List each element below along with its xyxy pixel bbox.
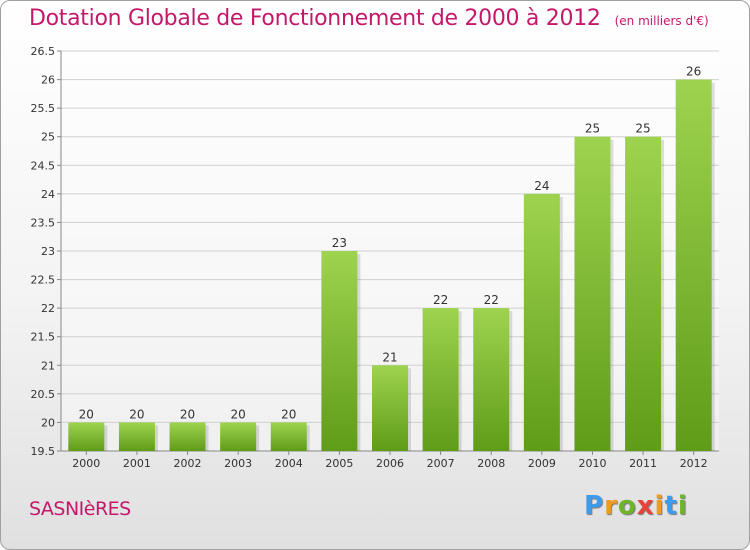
y-tick-label: 23.5 bbox=[31, 216, 56, 229]
data-label: 22 bbox=[484, 293, 499, 307]
logo-letter: o bbox=[617, 491, 637, 521]
x-tick-label: 2007 bbox=[427, 457, 455, 470]
y-tick-label: 24 bbox=[41, 188, 55, 201]
y-tick-label: 26.5 bbox=[31, 45, 56, 58]
x-tick-label: 2011 bbox=[629, 457, 657, 470]
x-tick-label: 2010 bbox=[578, 457, 606, 470]
chart-title-text: Dotation Globale de Fonctionnement de 20… bbox=[29, 6, 601, 31]
bar-2010 bbox=[574, 136, 611, 451]
data-label: 22 bbox=[433, 293, 448, 307]
y-tick-label: 19.5 bbox=[31, 445, 56, 458]
data-label: 24 bbox=[534, 179, 549, 193]
y-tick-label: 20 bbox=[41, 416, 55, 429]
data-label: 23 bbox=[332, 236, 347, 250]
bar-2011 bbox=[625, 136, 662, 451]
town-name: SASNIèRES bbox=[29, 498, 131, 520]
data-label: 20 bbox=[129, 407, 144, 421]
data-label: 21 bbox=[382, 350, 397, 364]
bars bbox=[68, 79, 715, 452]
x-tick-label: 2009 bbox=[528, 457, 556, 470]
y-tick-label: 20.5 bbox=[31, 388, 56, 401]
proxiti-logo: Proxiti bbox=[584, 491, 688, 521]
bar-2012 bbox=[675, 79, 712, 452]
data-label: 20 bbox=[180, 407, 195, 421]
bar-2003 bbox=[220, 422, 257, 451]
logo-letter: x bbox=[636, 491, 655, 521]
data-label: 26 bbox=[686, 65, 701, 79]
x-tick-label: 2002 bbox=[174, 457, 202, 470]
x-tick-label: 2005 bbox=[325, 457, 353, 470]
data-label: 20 bbox=[281, 407, 296, 421]
bar-2005 bbox=[321, 251, 358, 451]
data-label: 25 bbox=[635, 122, 650, 136]
logo-letter: i bbox=[677, 491, 688, 521]
bar-2007 bbox=[422, 308, 459, 451]
data-label: 25 bbox=[585, 122, 600, 136]
x-tick-label: 2012 bbox=[680, 457, 708, 470]
y-tick-label: 22.5 bbox=[31, 274, 56, 287]
chart-title: Dotation Globale de Fonctionnement de 20… bbox=[29, 6, 709, 31]
x-tick-label: 2004 bbox=[275, 457, 303, 470]
bar-2004 bbox=[270, 422, 307, 451]
logo-letter: i bbox=[654, 491, 665, 521]
y-tick-label: 24.5 bbox=[31, 159, 56, 172]
logo-letter: t bbox=[664, 491, 678, 521]
labels: 20 20 20 20 20 23 21 22 22 24 25 25 26 bbox=[79, 65, 702, 422]
bar-2006 bbox=[372, 365, 408, 451]
bar-2008 bbox=[473, 308, 510, 451]
y-tick-label: 22 bbox=[41, 302, 55, 315]
y-tick-label: 21.5 bbox=[31, 331, 56, 344]
y-tick-label: 26 bbox=[41, 74, 55, 87]
x-tick-label: 2008 bbox=[477, 457, 505, 470]
y-tick-label: 25.5 bbox=[31, 102, 56, 115]
y-tick-label: 23 bbox=[41, 245, 55, 258]
bar-2009 bbox=[523, 193, 560, 451]
data-label: 20 bbox=[79, 407, 94, 421]
x-tick-label: 2001 bbox=[123, 457, 151, 470]
logo-letter: r bbox=[604, 491, 618, 521]
y-tick-label: 21 bbox=[41, 359, 55, 372]
x-tick-label: 2000 bbox=[72, 457, 100, 470]
x-tick-label: 2006 bbox=[376, 457, 404, 470]
data-label: 20 bbox=[231, 407, 246, 421]
y-tick-label: 25 bbox=[41, 131, 55, 144]
bar-2002 bbox=[169, 422, 206, 451]
x-tick-label: 2003 bbox=[224, 457, 252, 470]
logo-letter: P bbox=[584, 491, 605, 521]
bar-2000 bbox=[68, 422, 105, 451]
unit-label: (en milliers d'€) bbox=[614, 14, 709, 28]
bar-2001 bbox=[118, 422, 155, 451]
